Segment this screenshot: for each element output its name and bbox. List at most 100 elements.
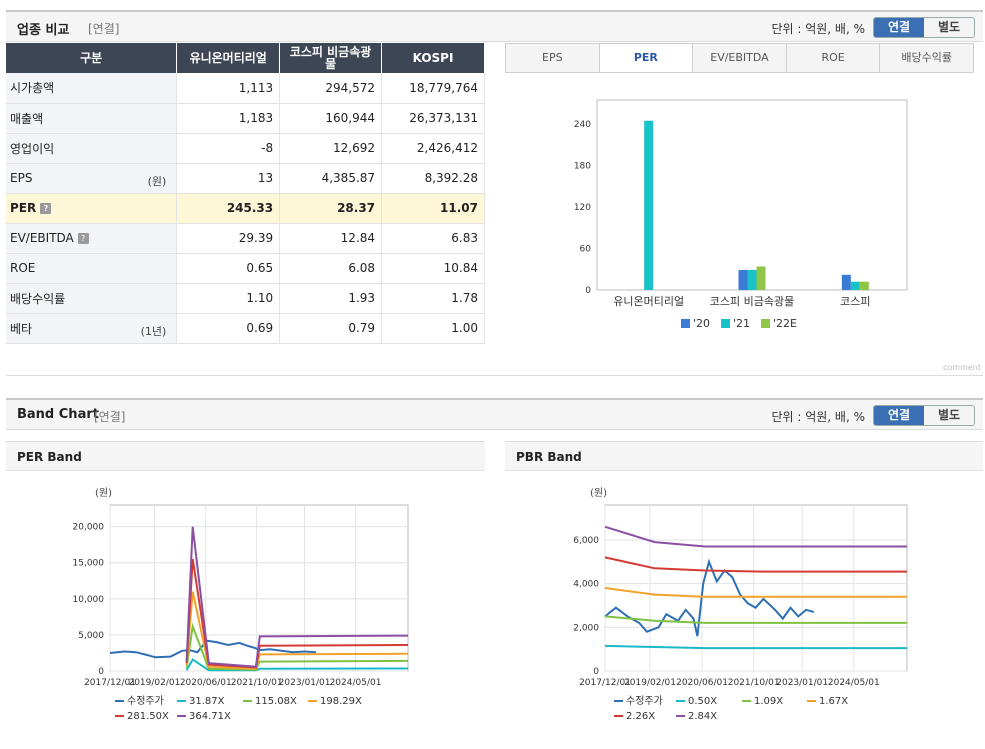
row-value: 10.84 [381,253,485,284]
x-tick-label: 2024/05/01 [828,678,880,688]
table-row: 영업이익 -8 12,692 2,426,412 [6,133,485,164]
comparison-table: 구분 유니온머티리얼 코스피 비금속광물 KOSPI 시가총액 1,113 294,… [6,43,485,344]
section-title: 업종 비교 [17,23,70,38]
plot-area [596,99,908,291]
table-row: 매출액 1,183 160,944 26,373,131 [6,103,485,134]
y-tick-label: 5,000 [78,631,104,641]
metric-tabs: EPS PER EV/EBITDA ROE 배당수익률 [505,43,974,73]
legend-label: 1.09X [754,696,783,707]
row-value: 11.07 [381,193,485,224]
separate-button[interactable]: 별도 [924,18,974,37]
series-line [604,615,907,624]
row-value: 1.10 [176,283,281,314]
x-tick-label: 2023/01/01 [776,678,828,688]
row-value: 1.00 [381,313,485,344]
row-value: 6.83 [381,223,485,254]
y-tick-label: 0 [585,286,591,296]
table-row: ROE 0.65 6.08 10.84 [6,253,485,284]
bar [747,269,757,290]
legend-label: '22E [773,317,797,330]
series-line [185,526,409,668]
row-value: -8 [176,133,281,164]
x-tick-label: 2023/01/01 [279,678,331,688]
row-label: EV/EBITDA ? [6,223,178,254]
row-value: 4,385.87 [279,163,383,194]
consolidation-toggle: 연결 별도 [873,405,975,426]
y-axis-unit: (원) [95,487,112,499]
row-value: 1.93 [279,283,383,314]
row-label: 매출액 [6,103,178,134]
y-tick-label: 240 [574,120,591,130]
header-kospi: KOSPI [381,43,485,73]
legend-label: 수정주가 [127,695,164,707]
series-line [185,658,409,672]
series-line [185,622,409,671]
row-value: 18,779,764 [381,73,485,104]
row-value: 8,392.28 [381,163,485,194]
table-row: 베타 (1년) 0.69 0.79 1.00 [6,313,485,344]
legend-swatch [721,319,730,328]
tab-roe[interactable]: ROE [787,44,881,72]
row-value: 160,944 [279,103,383,134]
x-tick-label: 2021/10/01 [728,678,780,688]
x-tick-label: 2019/02/01 [624,678,676,688]
legend-label: '20 [693,317,710,330]
y-tick-label: 0 [593,667,599,677]
x-tick-label: 2017/12/01 [84,678,136,688]
help-icon[interactable]: ? [40,203,52,214]
row-label: 영업이익 [6,133,178,164]
legend-label: 2.84X [688,711,717,722]
y-tick-label: 180 [574,162,591,172]
section-subtitle: [연결] [94,410,126,424]
row-value: 294,572 [279,73,383,104]
tab-ev-ebitda[interactable]: EV/EBITDA [693,44,787,72]
consolidated-button[interactable]: 연결 [874,406,924,425]
table-row: EPS (원) 13 4,385.87 8,392.28 [6,163,485,194]
pbr-band-header: PBR Band [505,441,983,471]
row-value: 6.08 [279,253,383,284]
row-value: 0.69 [176,313,281,344]
y-tick-label: 6,000 [573,536,599,546]
row-label: EPS (원) [6,163,178,194]
band-chart-header: Band Chart [연결] 단위 : 억원, 배, % 연결 별도 [6,398,983,430]
row-value: 12.84 [279,223,383,254]
header-category: 구분 [6,43,178,73]
unit-label: 단위 : 억원, 배, % [771,22,865,36]
tab-per[interactable]: PER [599,44,694,72]
legend-label: 31.87X [189,696,225,707]
y-tick-label: 10,000 [73,595,105,605]
help-icon[interactable]: ? [77,233,89,244]
tab-dividend-yield[interactable]: 배당수익률 [901,51,952,64]
legend-label: 364.71X [189,711,231,722]
row-label: 베타 (1년) [6,313,178,344]
tab-eps[interactable]: EPS [506,44,600,72]
x-tick-label: 유니온머티리얼 [613,294,684,308]
y-axis-unit: (원) [590,487,607,499]
row-value: 12,692 [279,133,383,164]
bar [756,266,766,290]
x-tick-label: 2020/06/01 [180,678,232,688]
row-value: 1,113 [176,73,281,104]
y-tick-label: 120 [574,203,591,213]
row-value: 0.79 [279,313,383,344]
plot-area [604,504,908,672]
x-tick-label: 2021/10/01 [231,678,283,688]
consolidated-button[interactable]: 연결 [874,18,924,37]
row-value: 0.65 [176,253,281,284]
legend-label: 281.50X [127,711,169,722]
section-subtitle: [연결] [88,22,120,36]
table-row: 배당수익률 1.10 1.93 1.78 [6,283,485,314]
row-value: 245.33 [176,193,281,224]
comment-link[interactable]: comment [942,363,981,372]
separate-button[interactable]: 별도 [924,406,974,425]
y-tick-label: 60 [580,245,592,255]
per-bar-chart: 0 60 120 180 240 유니온머티리얼 코스피 비금속광물 코스피 '20 '21 '22… [505,74,975,356]
series-line [604,556,907,573]
table-row: EV/EBITDA ? 29.39 12.84 6.83 [6,223,485,254]
row-label: 시가총액 [6,73,178,104]
series-line [604,644,907,650]
row-value: 1,183 [176,103,281,134]
y-tick-label: 20,000 [73,523,105,533]
x-tick-label: 코스피 비금속광물 [710,295,794,308]
x-tick-label: 코스피 [840,295,870,308]
